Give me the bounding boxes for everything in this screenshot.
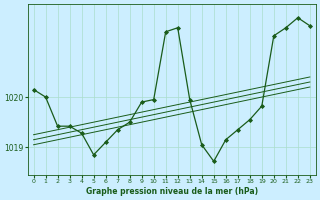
X-axis label: Graphe pression niveau de la mer (hPa): Graphe pression niveau de la mer (hPa): [86, 187, 258, 196]
